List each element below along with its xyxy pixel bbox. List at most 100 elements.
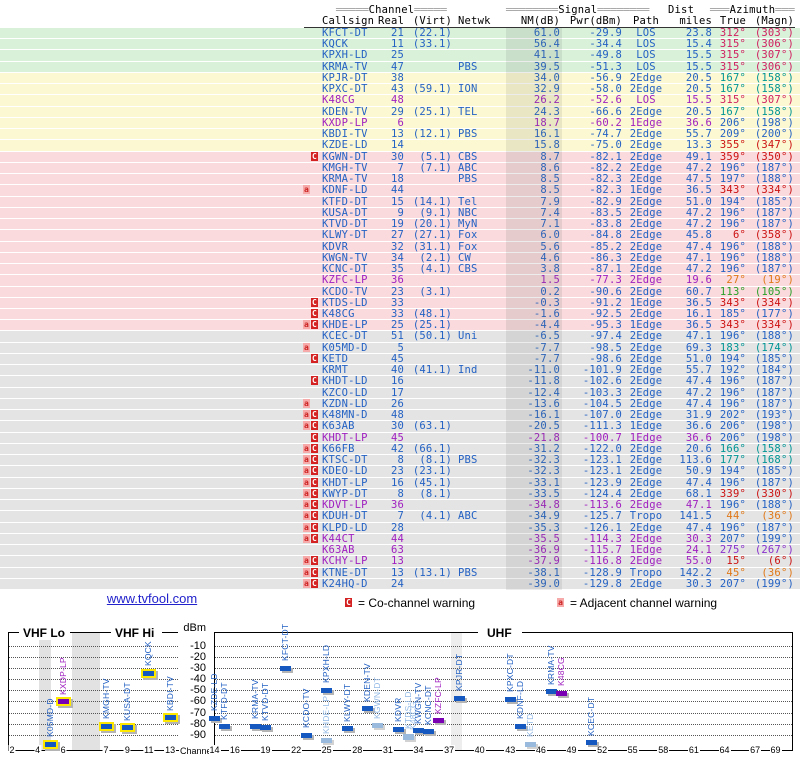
table-row: C KHDT-LD 16 -11.8 -102.6 2Edge 47.4 196° (187°) — [0, 375, 800, 388]
gridline — [215, 734, 792, 736]
table-row: a C KDEO-LD 23 (23.1) -32.3 -123.1 2Edge 50.9 194… — [0, 465, 800, 478]
real-channel: 26 — [390, 397, 404, 410]
table-row: C KETD 45 -7.7 -98.6 2Edge 51.0 194° (185°) — [0, 353, 800, 366]
marker-spacer — [303, 219, 310, 228]
azimuth-true: 343° — [719, 296, 746, 309]
noise-margin: 8.6 — [540, 161, 560, 174]
table-row: KTVD-DT 19 (20.1) MyN 7.1 -83.8 2Edge 47.2 196° (… — [0, 218, 800, 231]
bar-label: KZFC-LP — [433, 676, 444, 714]
table-row: a C KHDT-LP 16 (45.1) -33.1 -123.9 2Edge 47.4 196… — [0, 476, 800, 489]
uhf-channel-tick: 14 — [208, 745, 221, 755]
azimuth-magnetic: (187°) — [754, 386, 794, 399]
path: LOS — [636, 49, 656, 62]
gridline — [9, 657, 178, 659]
adjacent-warning-icon: a — [303, 320, 310, 330]
real-channel: 29 — [390, 105, 404, 118]
callsign: K66FB — [322, 442, 355, 455]
uhf-channel-tick: 31 — [381, 745, 394, 755]
table-row: a C K24HQ-D 24 -39.0 -129.8 2Edge 30.3 207° (199°… — [0, 577, 800, 590]
network: ION — [458, 83, 478, 96]
power: -124.4 — [582, 487, 622, 500]
real-channel: 33 — [390, 296, 404, 309]
real-channel: 14 — [390, 139, 404, 152]
co-channel-warning-icon: C — [311, 376, 318, 386]
azimuth-magnetic: (199°) — [754, 577, 794, 590]
virtual-channel: (4.1) — [419, 510, 452, 523]
virtual-channel: (31.1) — [412, 240, 452, 253]
azimuth-magnetic: (334°) — [754, 296, 794, 309]
co-channel-warning-icon: C — [311, 320, 318, 330]
vhf-top-border-b — [70, 632, 111, 633]
bar-label: KRMA-TV — [545, 645, 556, 685]
adjacent-warning-icon: a — [303, 421, 310, 431]
table-row: a KZDN-LD 26 -13.6 -104.5 2Edge 47.4 196° (187°) — [0, 397, 800, 411]
signal-bar — [141, 668, 157, 678]
path: 2Edge — [629, 161, 663, 174]
real-channel: 8 — [397, 487, 404, 500]
marker-spacer — [303, 298, 310, 307]
real-channel: 27 — [390, 229, 404, 242]
path: LOS — [636, 27, 656, 39]
real-channel: 23 — [390, 465, 404, 478]
marker-spacer — [303, 331, 310, 340]
table-row: KZDE-LD 14 15.8 -75.0 2Edge 13.3 355° (347°) — [0, 139, 800, 152]
noise-margin: 18.7 — [533, 116, 560, 129]
real-channel: 33 — [390, 308, 404, 320]
network: ABC — [458, 510, 478, 523]
uhf-title: UHF — [484, 626, 515, 640]
distance-miles: 69.3 — [685, 341, 712, 354]
signal-bar — [433, 718, 445, 724]
co-channel-warning-icon: C — [311, 421, 318, 431]
bar-label: KTVD-DT — [260, 682, 270, 721]
distance-miles: 47.4 — [685, 476, 712, 489]
tvfool-link[interactable]: www.tvfool.com — [106, 591, 198, 606]
distance-miles: 47.4 — [685, 375, 712, 388]
uhf-left-border — [214, 632, 215, 751]
gridline — [9, 701, 178, 703]
path: 2Edge — [629, 487, 663, 500]
real-channel: 30 — [390, 420, 404, 433]
signal-bar — [162, 713, 178, 723]
uhf-channel-tick: 49 — [565, 745, 578, 755]
adjacent-warning-icon: a — [303, 398, 310, 408]
table-row: a C KWYP-DT 8 (8.1) -33.5 -124.4 2Edge 68.1 339° (… — [0, 487, 800, 501]
marker-spacer — [303, 129, 310, 138]
header-signal: Signal — [558, 4, 598, 16]
azimuth-true: 196° — [719, 521, 746, 534]
col-real: Real — [378, 15, 405, 27]
real-channel: 5 — [397, 341, 404, 354]
path: 1Edge — [629, 544, 663, 557]
uhf-channel-tick: 19 — [259, 745, 272, 755]
power: -84.8 — [589, 229, 622, 242]
marker-spacer — [303, 545, 310, 554]
table-row: KQCK 11 (33.1) 56.4 -34.4 LOS 15.4 315° (306°) — [0, 39, 800, 51]
real-channel: 13 — [390, 555, 404, 568]
table-row: C KGWN-DT 30 (5.1) CBS 8.7 -82.1 2Edge 49.1 359° (… — [0, 151, 800, 163]
power: -103.3 — [582, 386, 622, 399]
azimuth-magnetic: (187°) — [754, 218, 794, 231]
real-channel: 32 — [390, 240, 404, 253]
path: 2Edge — [629, 195, 663, 208]
marker-spacer — [303, 28, 310, 37]
gridline — [215, 646, 792, 647]
callsign: K05MD-D — [322, 341, 368, 354]
table-row: KFCT-DT 21 (22.1) 61.0 -29.9 LOS 23.8 312° (303°… — [0, 27, 800, 40]
noise-margin: 0.2 — [540, 285, 560, 298]
bar-label: KPXH-LD — [321, 644, 332, 684]
network: CW — [458, 251, 472, 264]
callsign: KTSC-DT — [322, 454, 368, 467]
callsign: KDVT-LP — [322, 499, 368, 512]
distance-miles: 47.2 — [685, 218, 712, 231]
dbm-scale-tick: -30 — [190, 662, 206, 675]
marker-spacer — [303, 62, 310, 71]
power: -123.9 — [582, 476, 622, 489]
gridline — [215, 657, 792, 659]
gridline — [9, 723, 178, 725]
distance-miles: 36.5 — [685, 296, 712, 309]
azimuth-true: 275° — [719, 544, 746, 557]
azimuth-true: 196° — [719, 330, 746, 343]
noise-margin: -39.0 — [527, 577, 560, 590]
table-row: a C K44CT 44 -35.5 -114.3 2Edge 30.3 207° (199°) — [0, 533, 800, 546]
azimuth-true: 196° — [719, 263, 746, 276]
path: 2Edge — [629, 139, 663, 152]
